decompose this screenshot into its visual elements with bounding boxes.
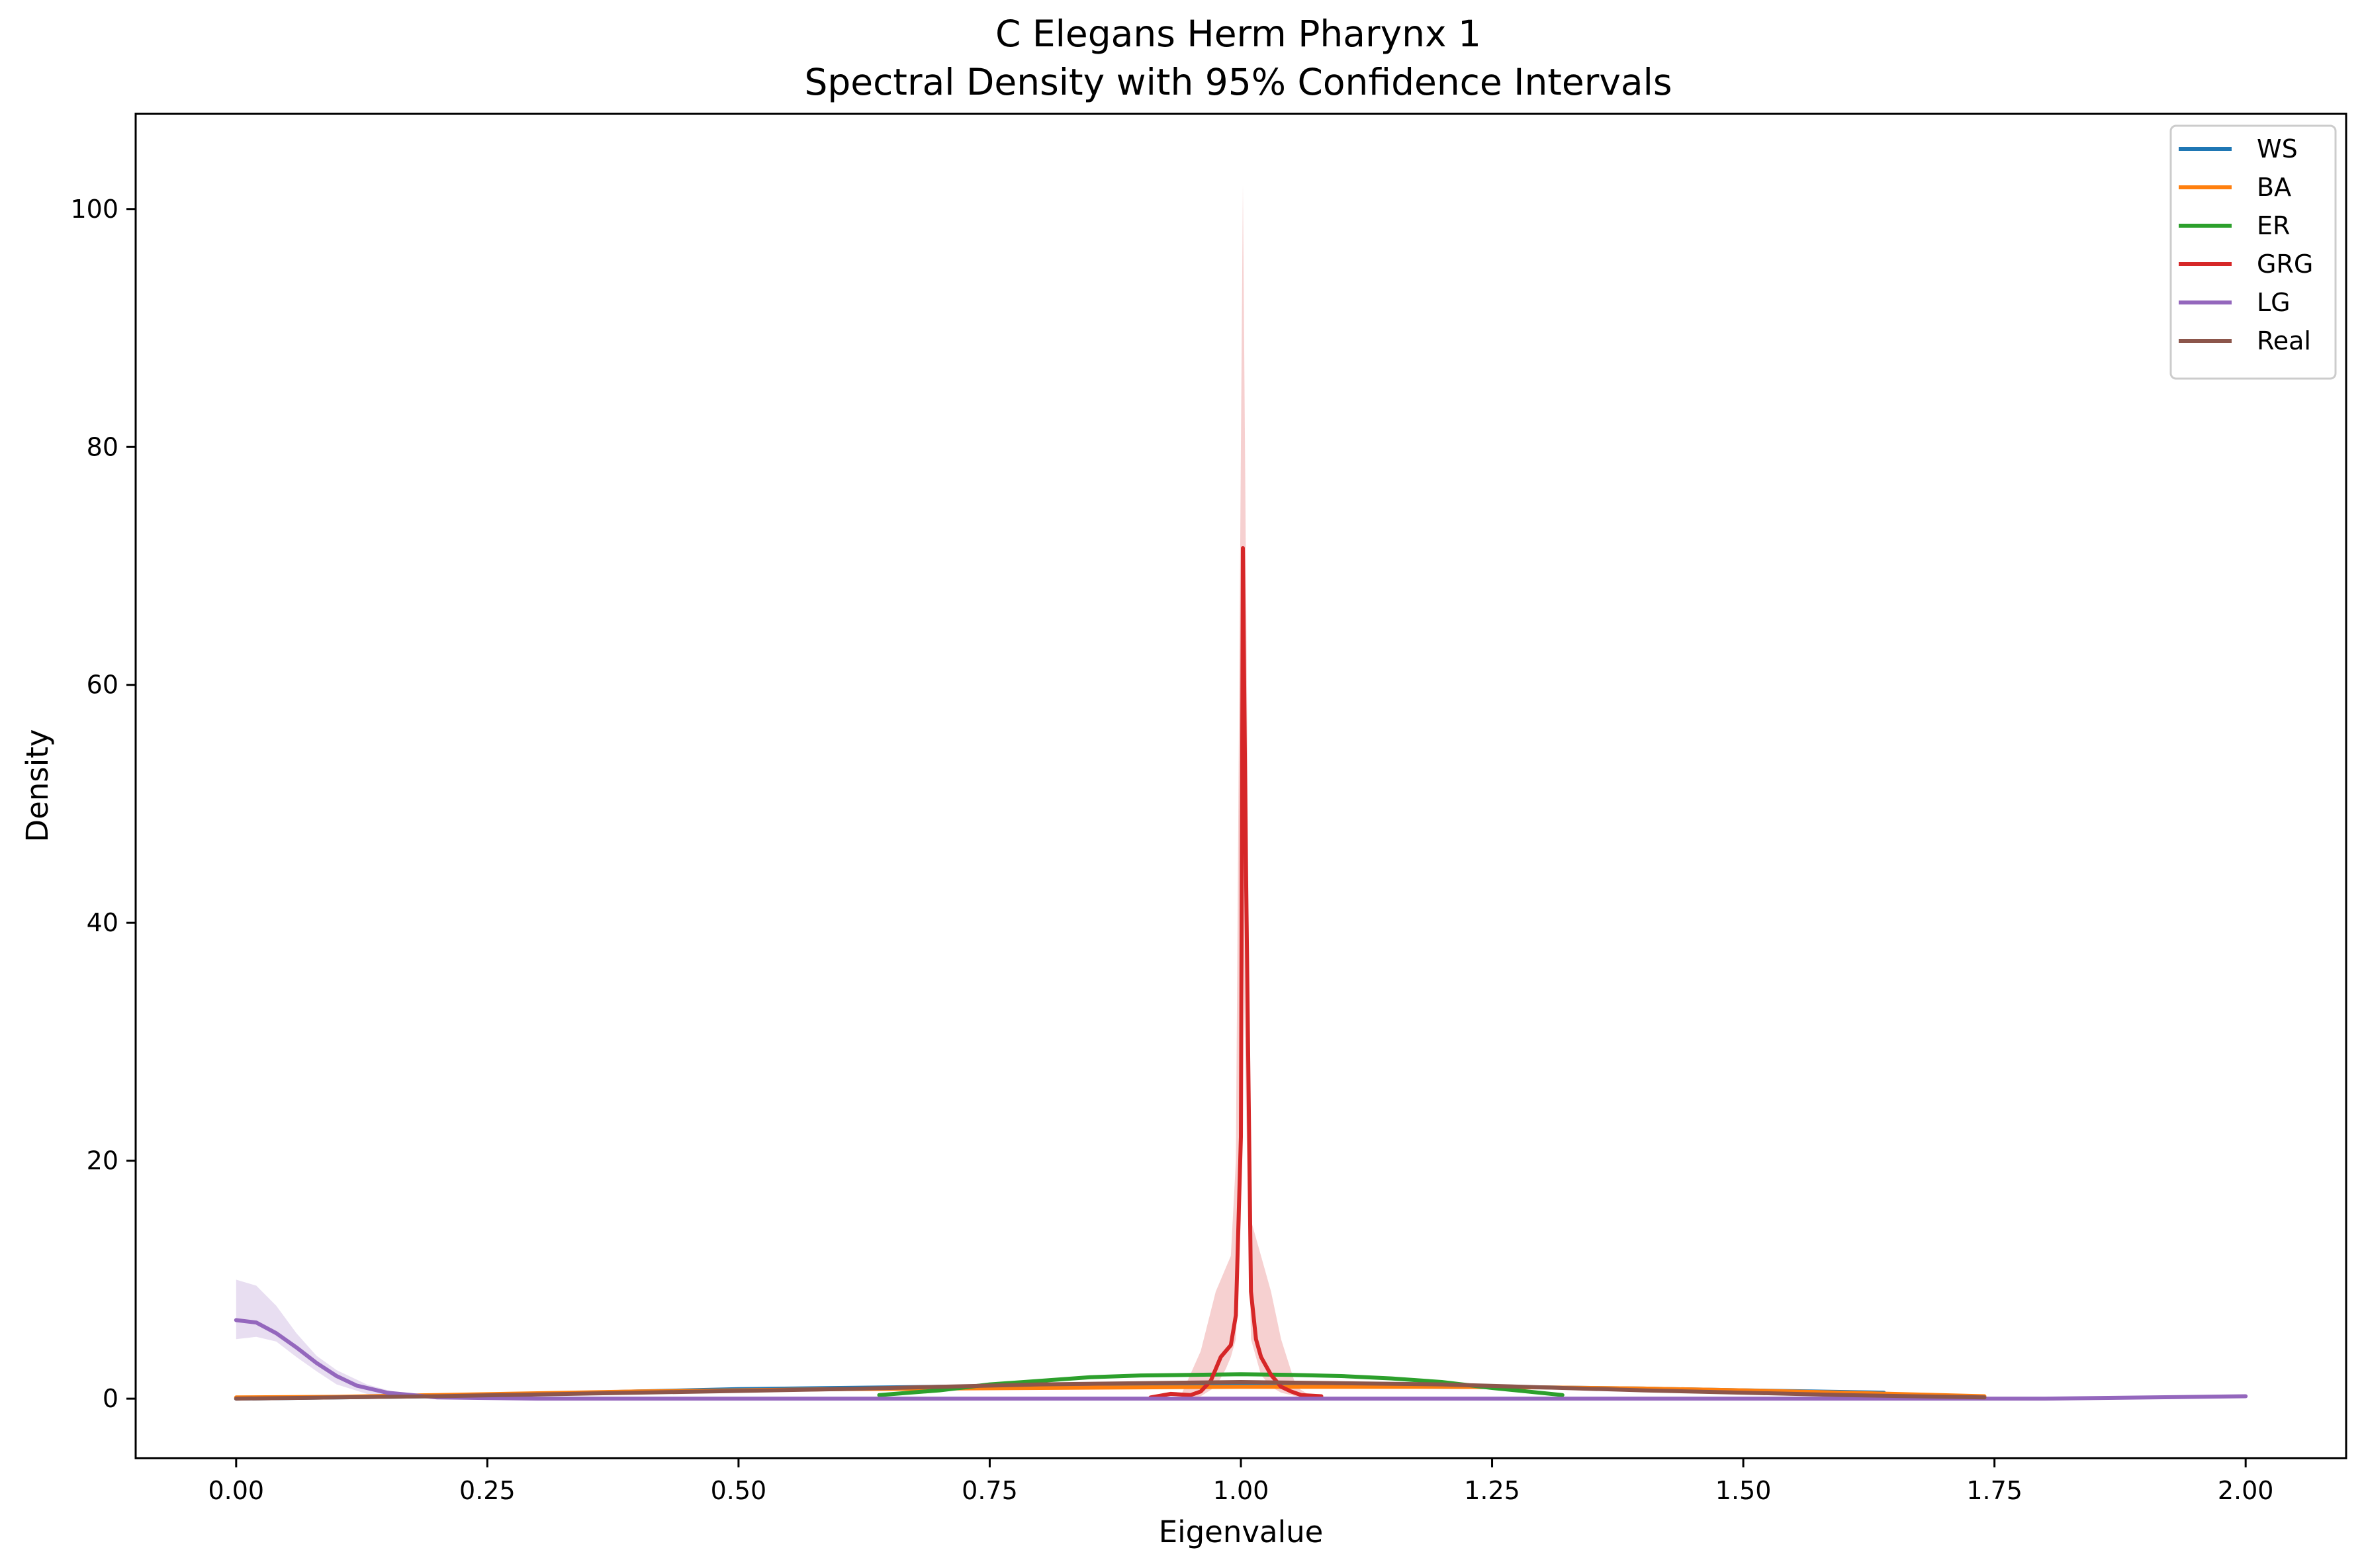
x-tick-label: 0.75: [962, 1476, 1018, 1505]
x-tick-label: 0.25: [459, 1476, 516, 1505]
x-tick-label: 2.00: [2218, 1476, 2274, 1505]
x-tick-label: 1.50: [1715, 1476, 1772, 1505]
legend-items: WS BA ER GRG LG Real: [2179, 134, 2313, 355]
legend-label-ws: WS: [2257, 134, 2298, 163]
legend-label-real: Real: [2257, 326, 2311, 355]
y-tick-label: 60: [87, 670, 118, 700]
y-axis-ticks: 0 20 40 60 80 100: [70, 195, 136, 1413]
y-tick-label: 40: [87, 908, 118, 937]
chart-title: C Elegans Herm Pharynx 1: [995, 13, 1481, 55]
series-line-real: [234, 1380, 1987, 1401]
legend: WS BA ER GRG LG Real: [2169, 124, 2337, 380]
y-tick-label: 100: [70, 195, 118, 224]
x-tick-label: 0.00: [208, 1476, 265, 1505]
x-tick-label: 0.50: [711, 1476, 767, 1505]
legend-label-er: ER: [2257, 211, 2290, 240]
x-tick-label: 1.25: [1464, 1476, 1520, 1505]
y-tick-label: 80: [87, 432, 118, 461]
legend-label-ba: BA: [2257, 173, 2291, 202]
y-tick-label: 20: [87, 1146, 118, 1176]
y-axis-label: Density: [20, 729, 55, 842]
y-tick-label: 0: [103, 1384, 118, 1413]
legend-label-grg: GRG: [2257, 250, 2313, 279]
series-line-grg: [1148, 546, 1324, 1400]
series-lines: [234, 546, 2248, 1401]
x-axis-ticks: 0.00 0.25 0.50 0.75 1.00 1.25 1.50 1.75 2.00: [208, 1458, 2274, 1505]
x-tick-label: 1.00: [1213, 1476, 1269, 1505]
chart-subtitle: Spectral Density with 95% Confidence Int…: [804, 61, 1672, 103]
x-axis-label: Eigenvalue: [1159, 1514, 1324, 1549]
plot-area: [134, 113, 2347, 1459]
series-line-lg: [234, 1318, 2248, 1401]
legend-label-lg: LG: [2257, 288, 2291, 317]
x-tick-label: 1.75: [1966, 1476, 2023, 1505]
